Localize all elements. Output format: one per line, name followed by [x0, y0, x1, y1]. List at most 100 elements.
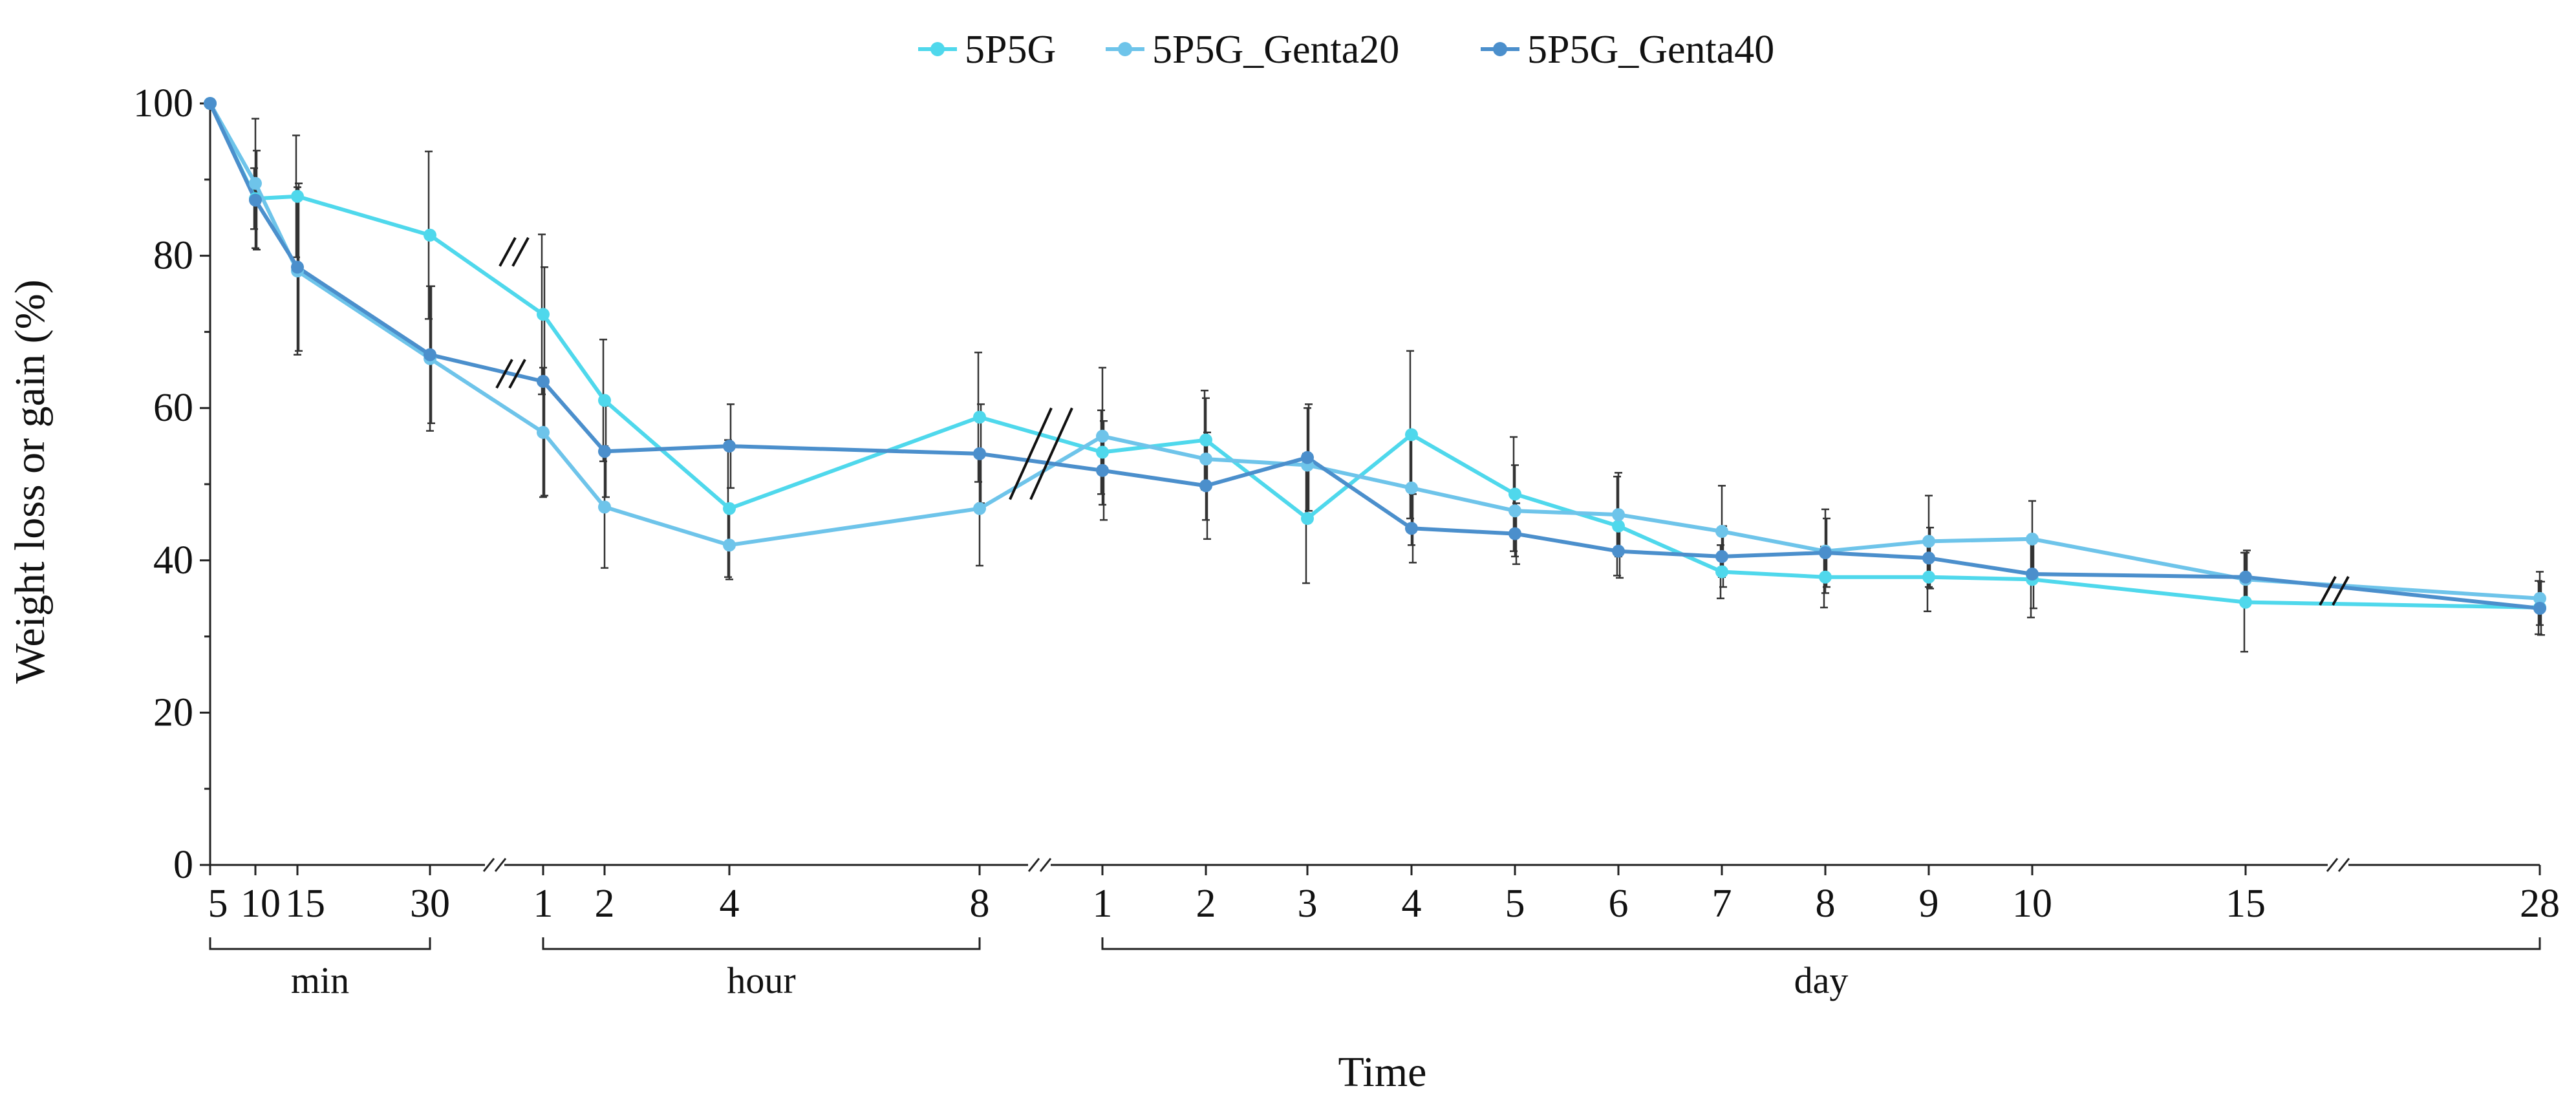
data-point	[973, 410, 986, 424]
series-line	[208, 102, 2540, 610]
group-label: day	[1794, 959, 1849, 1001]
data-point	[1405, 522, 1418, 535]
data-point	[598, 445, 611, 458]
data-point	[424, 348, 436, 361]
x-tick-label: 15	[285, 882, 325, 926]
x-axis-break	[2326, 858, 2339, 872]
data-point	[1922, 551, 1935, 565]
data-point	[723, 502, 736, 515]
data-point	[973, 447, 986, 460]
data-point	[723, 440, 736, 453]
data-point	[1508, 527, 1521, 540]
group-bracket	[209, 937, 431, 950]
x-tick-label: 5	[1505, 882, 1525, 926]
legend-label: 5P5G	[965, 28, 1056, 72]
line-break-mark	[511, 237, 530, 267]
group-bracket	[1101, 937, 2541, 950]
y-tick-label: 0	[173, 843, 193, 887]
data-point	[2239, 570, 2252, 584]
data-point	[598, 500, 611, 514]
data-point	[1715, 549, 1728, 563]
data-point	[537, 308, 550, 321]
x-tick-label: 28	[2520, 882, 2560, 926]
legend-label: 5P5G_Genta40	[1527, 28, 1774, 72]
x-tick-label: 2	[1196, 882, 1216, 926]
data-point	[1715, 525, 1728, 538]
line-break-mark	[499, 237, 517, 267]
x-tick-label: 30	[410, 882, 450, 926]
data-point	[723, 538, 736, 552]
data-point	[424, 228, 436, 242]
x-tick-label: 2	[595, 882, 615, 926]
data-point	[1405, 481, 1418, 495]
y-tick-label: 60	[153, 386, 193, 430]
data-point	[2239, 595, 2252, 609]
data-point	[291, 189, 304, 203]
data-point	[2533, 602, 2546, 615]
data-point	[1612, 508, 1625, 522]
data-point	[1096, 445, 1109, 459]
y-tick-label: 100	[133, 81, 193, 125]
data-point	[1612, 519, 1625, 533]
data-point	[1199, 453, 1212, 466]
group-bracket	[542, 937, 981, 950]
data-point	[204, 97, 217, 110]
data-point	[973, 502, 986, 515]
data-point	[1199, 433, 1212, 447]
data-point	[2533, 591, 2546, 605]
x-tick-label: 1	[1093, 882, 1113, 926]
x-axis-break	[1027, 858, 1040, 872]
y-axis-label: Weight loss or gain (%)	[6, 279, 54, 683]
series-line	[208, 102, 2540, 601]
y-tick-label: 20	[153, 690, 193, 734]
line-break-mark	[508, 359, 526, 389]
legend-marker	[1493, 42, 1507, 56]
series-line	[208, 102, 2540, 610]
x-tick-label: 7	[1712, 882, 1732, 926]
data-points	[204, 97, 2546, 615]
data-point	[249, 176, 262, 190]
y-tick-label: 80	[153, 234, 193, 278]
x-tick-label: 15	[2226, 882, 2266, 926]
legend-marker	[930, 42, 945, 56]
x-tick-label: 3	[1298, 882, 1318, 926]
data-point	[1096, 463, 1109, 477]
data-point	[1508, 487, 1521, 501]
line-break-mark	[2319, 575, 2337, 606]
line-break-mark	[1029, 407, 1073, 500]
x-axis-break	[482, 858, 495, 872]
x-tick-label: 10	[241, 882, 281, 926]
x-tick-label: 4	[1402, 882, 1422, 926]
x-tick-label: 9	[1919, 882, 1939, 926]
data-point	[537, 374, 550, 388]
data-point	[2026, 568, 2039, 581]
group-label: hour	[727, 959, 795, 1001]
x-axis-label: Time	[1338, 1049, 1427, 1096]
data-point	[291, 261, 304, 274]
data-point	[1301, 451, 1314, 464]
data-point	[1508, 504, 1521, 518]
data-point	[1819, 546, 1832, 560]
x-axis-break	[494, 858, 507, 872]
series-lines	[208, 102, 2540, 610]
data-point	[598, 394, 611, 407]
x-tick-label: 6	[1609, 882, 1629, 926]
data-point	[1405, 428, 1418, 442]
data-point	[537, 425, 550, 439]
legend-label: 5P5G_Genta20	[1152, 28, 1399, 72]
data-point	[1715, 565, 1728, 579]
axis-breaks	[482, 237, 2350, 872]
data-point	[1301, 512, 1314, 526]
line-break-mark	[2332, 575, 2350, 606]
data-point	[2026, 532, 2039, 546]
y-tick-label: 40	[153, 538, 193, 582]
line-break-mark	[1009, 407, 1053, 500]
legend: 5P5G 5P5G_Genta20 5P5G_Genta40	[918, 28, 1774, 72]
data-point	[1612, 544, 1625, 558]
legend-marker	[1118, 42, 1132, 56]
data-point	[1819, 570, 1832, 584]
x-tick-label: 10	[2012, 882, 2052, 926]
x-tick-label: 8	[970, 882, 990, 926]
